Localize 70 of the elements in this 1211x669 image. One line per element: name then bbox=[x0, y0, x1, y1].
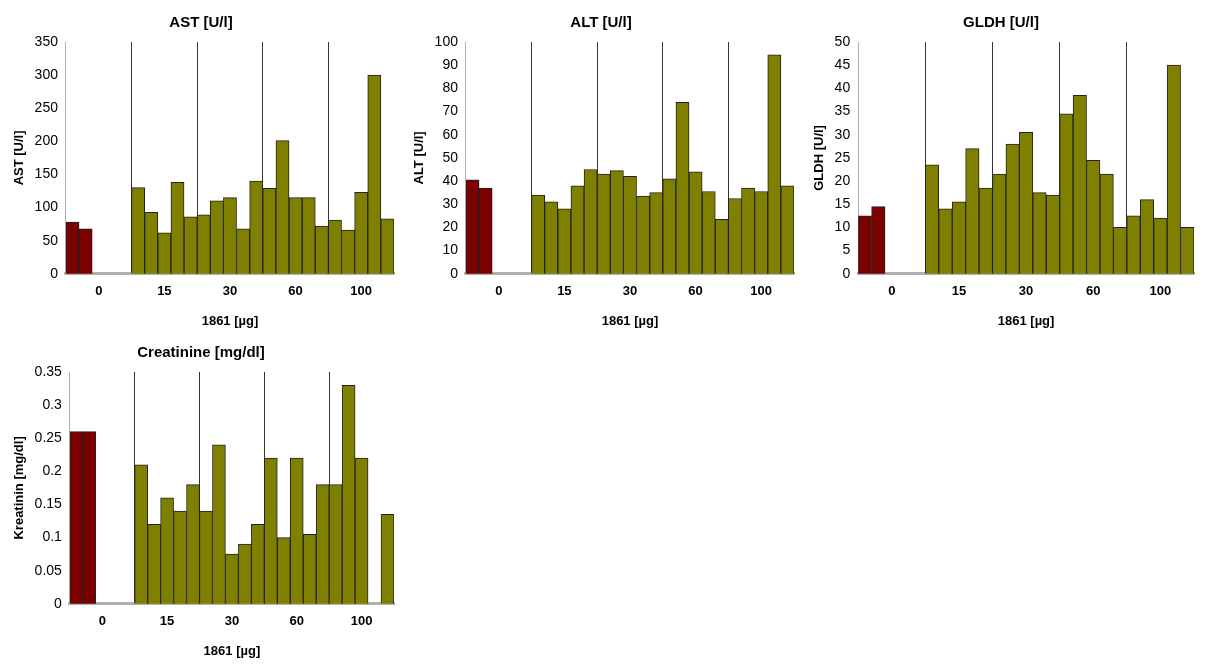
y-tick-label: 10 bbox=[834, 218, 851, 235]
x-tick-label: 60 bbox=[289, 613, 304, 629]
x-axis-title: 1861 [µg] bbox=[203, 642, 261, 658]
y-tick-label: 100 bbox=[34, 198, 59, 215]
x-axis-title: 1861 [µg] bbox=[997, 312, 1055, 328]
y-tick-label: 0 bbox=[54, 594, 63, 611]
x-tick-label: 0 bbox=[495, 283, 503, 299]
y-axis-title: AST [U/l] bbox=[11, 130, 27, 186]
x-axis-title: 1861 [µg] bbox=[601, 312, 659, 328]
y-tick-label: 90 bbox=[442, 56, 459, 73]
y-tick-label: 0.35 bbox=[34, 362, 63, 379]
x-tick-label: 60 bbox=[288, 283, 303, 299]
x-tick-label: 0 bbox=[888, 283, 896, 299]
y-tick-label: 0 bbox=[50, 264, 59, 281]
y-tick-label: 0.1 bbox=[42, 528, 63, 545]
y-tick-label: 350 bbox=[34, 32, 59, 49]
y-tick-label: 200 bbox=[34, 132, 59, 149]
y-axis-title: GLDH [U/l] bbox=[811, 125, 827, 191]
y-tick-label: 250 bbox=[34, 99, 59, 116]
x-tick-label: 0 bbox=[95, 283, 103, 299]
x-tick-label: 30 bbox=[622, 283, 638, 299]
y-tick-label: 100 bbox=[434, 32, 459, 49]
x-tick-label: 60 bbox=[688, 283, 703, 299]
y-tick-label: 0 bbox=[450, 264, 459, 281]
y-tick-label: 0.2 bbox=[42, 462, 63, 479]
y-tick-label: 40 bbox=[834, 79, 851, 96]
x-tick-label: 30 bbox=[1018, 283, 1034, 299]
y-tick-label: 70 bbox=[442, 102, 459, 119]
y-tick-label: 0.3 bbox=[42, 395, 63, 412]
x-tick-label: 15 bbox=[557, 283, 572, 299]
x-tick-label: 15 bbox=[159, 613, 175, 629]
x-tick-label: 100 bbox=[750, 283, 773, 299]
y-tick-label: 40 bbox=[442, 171, 459, 188]
x-tick-label: 100 bbox=[350, 613, 373, 629]
y-tick-label: 300 bbox=[34, 65, 59, 82]
y-tick-label: 15 bbox=[834, 195, 851, 212]
y-tick-label: 30 bbox=[834, 125, 851, 142]
chart-title: AST [U/l] bbox=[169, 13, 233, 31]
y-axis-title: Kreatinin [mg/dl] bbox=[11, 436, 27, 540]
x-tick-label: 100 bbox=[350, 283, 373, 299]
y-tick-label: 35 bbox=[834, 102, 851, 119]
y-tick-label: 0.25 bbox=[34, 429, 63, 446]
x-tick-label: 15 bbox=[951, 283, 967, 299]
x-tick-label: 15 bbox=[157, 283, 172, 299]
y-tick-label: 5 bbox=[842, 241, 851, 258]
chart-title: GLDH [U/l] bbox=[963, 13, 1039, 31]
y-tick-label: 25 bbox=[834, 148, 851, 165]
x-tick-label: 30 bbox=[224, 613, 240, 629]
y-tick-label: 0.15 bbox=[34, 495, 63, 512]
y-tick-label: 150 bbox=[34, 165, 59, 182]
x-tick-label: 30 bbox=[222, 283, 238, 299]
y-tick-label: 20 bbox=[834, 171, 851, 188]
x-tick-label: 0 bbox=[98, 613, 106, 629]
y-axis-title: ALT [U/l] bbox=[411, 131, 427, 185]
y-tick-label: 0.05 bbox=[34, 561, 63, 578]
y-tick-label: 30 bbox=[442, 195, 459, 212]
x-tick-label: 100 bbox=[1149, 283, 1172, 299]
y-tick-label: 50 bbox=[834, 32, 851, 49]
y-tick-label: 0 bbox=[842, 264, 851, 281]
y-tick-label: 80 bbox=[442, 79, 459, 96]
x-tick-label: 60 bbox=[1086, 283, 1101, 299]
y-tick-label: 10 bbox=[442, 241, 459, 258]
y-tick-label: 20 bbox=[442, 218, 459, 235]
y-tick-label: 45 bbox=[834, 56, 851, 73]
y-tick-label: 50 bbox=[442, 148, 459, 165]
x-axis-title: 1861 [µg] bbox=[201, 312, 259, 328]
y-tick-label: 50 bbox=[42, 231, 59, 248]
y-tick-label: 60 bbox=[442, 125, 459, 142]
chart-title: ALT [U/l] bbox=[570, 13, 632, 31]
chart-title: Creatinine [mg/dl] bbox=[137, 343, 265, 361]
